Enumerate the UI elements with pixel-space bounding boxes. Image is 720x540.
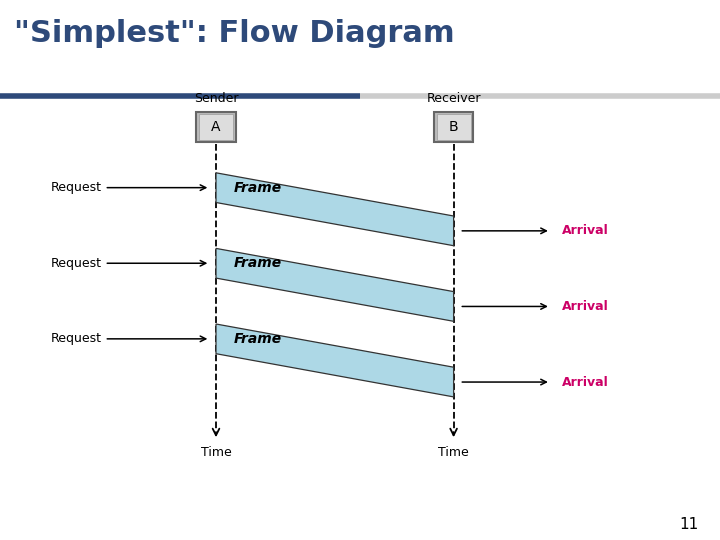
FancyBboxPatch shape (433, 112, 474, 141)
FancyBboxPatch shape (199, 114, 233, 139)
Polygon shape (216, 324, 454, 397)
Text: Time: Time (201, 446, 231, 458)
Text: Sender: Sender (194, 92, 238, 105)
FancyBboxPatch shape (436, 114, 471, 139)
Text: Frame: Frame (234, 181, 282, 194)
Text: Request: Request (50, 181, 102, 194)
Text: Receiver: Receiver (426, 92, 481, 105)
FancyBboxPatch shape (0, 0, 720, 94)
Text: Request: Request (50, 332, 102, 346)
Text: Arrival: Arrival (562, 375, 608, 389)
Text: "Simplest": Flow Diagram: "Simplest": Flow Diagram (14, 19, 455, 48)
Text: Frame: Frame (234, 256, 282, 270)
Text: B: B (449, 120, 459, 134)
Text: Request: Request (50, 256, 102, 270)
Text: 11: 11 (679, 517, 698, 532)
Polygon shape (216, 173, 454, 246)
Polygon shape (216, 248, 454, 321)
Text: Frame: Frame (234, 332, 282, 346)
Text: A: A (211, 120, 221, 134)
FancyBboxPatch shape (196, 112, 236, 141)
Text: Arrival: Arrival (562, 300, 608, 313)
Text: Arrival: Arrival (562, 224, 608, 238)
Text: Time: Time (438, 446, 469, 458)
